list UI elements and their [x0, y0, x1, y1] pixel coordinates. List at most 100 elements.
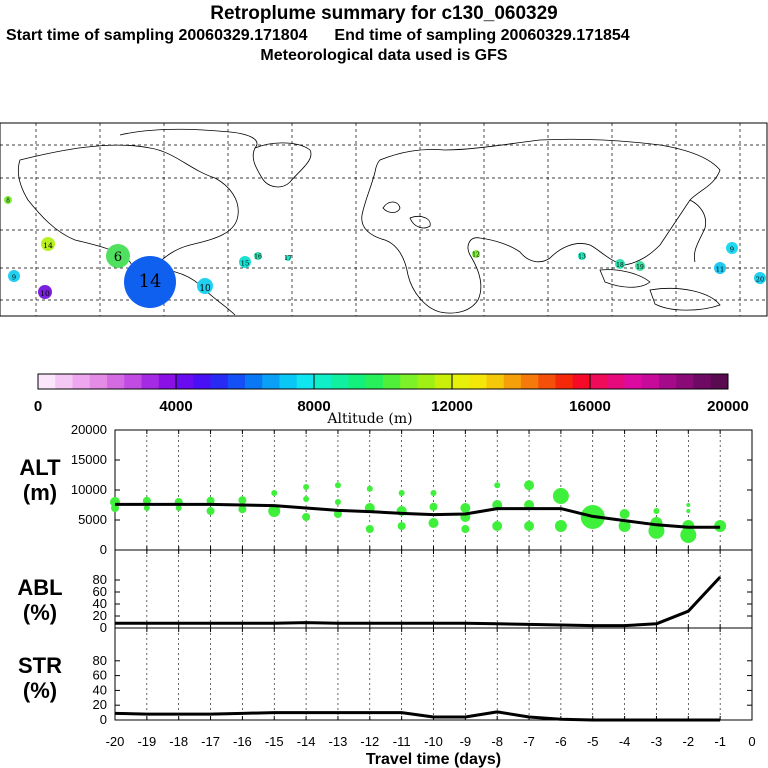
scatter-point: [686, 509, 691, 513]
scatter-point: [430, 490, 437, 496]
colorbar-swatch: [262, 374, 280, 389]
x-tick-label: -1: [714, 734, 726, 749]
met-data-label: Meteorological data used is GFS: [260, 47, 508, 64]
scatter-point: [648, 522, 665, 539]
x-tick-label: -13: [329, 734, 348, 749]
y-tick-label: 40: [93, 596, 107, 611]
end-time-label: End time of sampling 20060329.171854: [334, 27, 630, 44]
map-point: [41, 237, 55, 251]
panel-label: ABL: [17, 575, 62, 600]
x-tick-label: -15: [265, 734, 284, 749]
colorbar-frame: [37, 373, 729, 390]
x-tick-label: -19: [137, 734, 156, 749]
panel-label: ALT: [19, 455, 61, 480]
colorbar-swatch: [710, 374, 729, 389]
x-tick-label: -18: [169, 734, 188, 749]
panel-unit: (%): [23, 600, 57, 625]
x-tick-label: 0: [748, 734, 755, 749]
x-tick-label: -16: [233, 734, 252, 749]
x-tick-label: -10: [424, 734, 443, 749]
colorbar-swatch: [383, 374, 401, 389]
map-point: [38, 285, 52, 299]
colorbar-swatch: [365, 374, 384, 389]
scatter-point: [460, 503, 471, 513]
colorbar-swatch: [72, 374, 91, 389]
scatter-point: [366, 485, 373, 492]
colorbar-swatch: [38, 374, 56, 389]
x-tick-label: -20: [106, 734, 125, 749]
colorbar-swatch: [89, 374, 108, 389]
scatter-point: [397, 522, 406, 530]
scatter-point: [429, 502, 438, 511]
colorbar-swatch: [641, 374, 660, 389]
y-tick-label: 0: [100, 542, 107, 557]
map-point: [197, 278, 213, 294]
colorbar-swatch: [245, 374, 263, 389]
scatter-point: [334, 482, 341, 489]
map-point-label: 10: [40, 289, 50, 298]
colorbar-swatch: [400, 374, 418, 389]
x-tick-label: -7: [523, 734, 535, 749]
scatter-point: [334, 499, 341, 505]
colorbar-swatch: [693, 374, 712, 389]
panel-unit: (m): [23, 480, 57, 505]
scatter-point: [302, 513, 311, 521]
scatter-point: [238, 496, 247, 505]
y-tick-label: 0: [100, 620, 107, 635]
colorbar-swatch: [158, 374, 177, 389]
map-point-label: 12: [472, 251, 480, 258]
map-point: [726, 242, 738, 254]
map-point-label: 15: [241, 260, 249, 268]
scatter-point: [524, 480, 535, 491]
scatter-point: [111, 504, 119, 512]
scatter-point: [268, 505, 281, 517]
colorbar-swatch: [279, 374, 298, 389]
colorbar-swatch: [521, 374, 539, 389]
scatter-point: [619, 509, 630, 519]
colorbar-swatch: [227, 374, 246, 389]
series-line: [115, 575, 722, 628]
scatter-point: [686, 503, 691, 507]
colorbar-swatch: [107, 374, 125, 389]
colorbar-swatch: [331, 374, 349, 389]
scatter-point: [461, 525, 470, 533]
y-tick-label: 5000: [78, 512, 107, 527]
scatter-point: [428, 518, 439, 528]
map-point: [8, 270, 20, 282]
y-tick-label: 0: [100, 712, 107, 727]
colorbar-tick-label: 8000: [297, 398, 330, 415]
scatter-point: [271, 490, 278, 496]
colorbar-swatch: [124, 374, 142, 389]
colorbar-tick-label: 12000: [431, 398, 473, 415]
scatter-point: [398, 490, 405, 496]
colorbar-swatch: [417, 374, 436, 389]
scatter-point: [143, 505, 150, 511]
colorbar-swatch: [55, 374, 73, 389]
scatter-point: [206, 496, 215, 505]
map-point-label: 13: [578, 253, 586, 260]
colorbar-swatch: [486, 374, 505, 389]
colorbar-swatch: [452, 374, 470, 389]
scatter-point: [552, 488, 569, 504]
scatter-point: [524, 521, 535, 531]
map-point-label: 9: [730, 246, 734, 254]
y-tick-label: 80: [93, 653, 107, 668]
map-point: [472, 250, 480, 258]
panel-unit: (%): [23, 678, 57, 703]
panel-label: STR: [18, 653, 62, 678]
colorbar-swatch: [659, 374, 677, 389]
y-tick-label: 10000: [71, 482, 107, 497]
scatter-point: [142, 496, 151, 505]
map-point-label: 14: [139, 271, 162, 292]
map-point: [124, 256, 176, 308]
colorbar-swatch: [503, 374, 522, 389]
colorbar-swatch: [314, 374, 332, 389]
scatter-point: [618, 520, 631, 532]
map-point-label: 19: [636, 264, 644, 271]
map-point-label: 10: [199, 284, 211, 294]
colorbar-swatch: [141, 374, 160, 389]
map-point-label: 11: [716, 266, 724, 274]
sampling-times: Start time of sampling 20060329.171804 E…: [0, 27, 768, 45]
scatter-point: [303, 484, 310, 490]
